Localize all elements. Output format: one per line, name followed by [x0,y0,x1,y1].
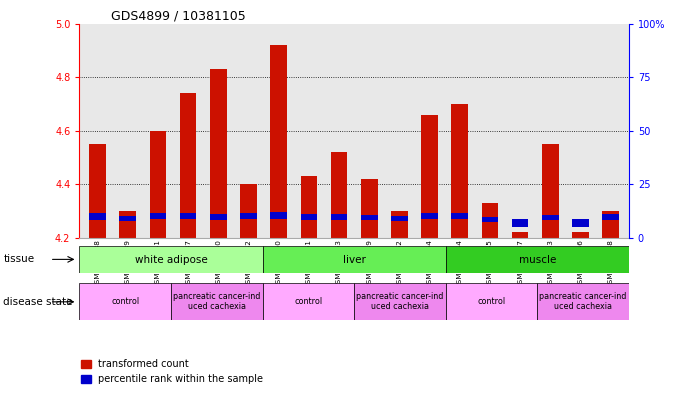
Bar [572,219,589,227]
Bar [180,213,196,219]
Bar [512,232,529,238]
Bar [512,219,529,227]
Bar [482,203,498,238]
Text: white adipose: white adipose [135,255,207,265]
Bar [542,215,558,220]
Text: control: control [294,297,323,306]
Bar [361,179,377,238]
Text: pancreatic cancer-ind
uced cachexia: pancreatic cancer-ind uced cachexia [540,292,627,311]
Bar [422,115,438,238]
Bar [572,232,589,238]
Bar [331,214,348,220]
Bar [331,152,348,238]
Bar [451,213,468,219]
Bar [263,246,446,273]
Text: muscle: muscle [518,255,556,265]
Bar [542,144,558,238]
Bar [240,184,257,238]
Bar [120,211,136,238]
Bar [79,283,171,320]
Bar [120,216,136,221]
Bar [301,176,317,238]
Bar [603,214,619,220]
Bar [89,144,106,238]
Bar [150,213,167,219]
Bar [210,214,227,220]
Bar [603,211,619,238]
Bar [446,283,538,320]
Text: liver: liver [343,255,366,265]
Text: control: control [111,297,140,306]
Bar [270,45,287,238]
Bar [210,69,227,238]
Bar [150,130,167,238]
Bar [422,213,438,219]
Bar [79,246,263,273]
Text: pancreatic cancer-ind
uced cachexia: pancreatic cancer-ind uced cachexia [173,292,261,311]
Bar [361,215,377,220]
Bar [391,211,408,238]
Bar [354,283,446,320]
Bar [240,213,257,219]
Legend: transformed count, percentile rank within the sample: transformed count, percentile rank withi… [81,359,263,384]
Text: disease state: disease state [3,297,73,307]
Bar [538,283,629,320]
Bar [451,104,468,238]
Text: pancreatic cancer-ind
uced cachexia: pancreatic cancer-ind uced cachexia [357,292,444,311]
Bar [89,213,106,220]
Bar [171,283,263,320]
Text: control: control [477,297,506,306]
Bar [301,214,317,220]
Bar [180,93,196,238]
Text: GDS4899 / 10381105: GDS4899 / 10381105 [111,10,245,23]
Bar [482,217,498,222]
Bar [446,246,629,273]
Bar [270,212,287,219]
Bar [263,283,354,320]
Text: tissue: tissue [3,254,35,264]
Bar [391,216,408,221]
